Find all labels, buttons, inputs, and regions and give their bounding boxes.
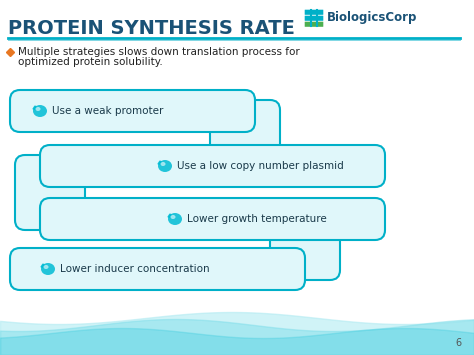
FancyBboxPatch shape <box>210 100 280 177</box>
Ellipse shape <box>158 160 172 172</box>
Text: 6: 6 <box>456 338 462 348</box>
FancyBboxPatch shape <box>305 22 323 27</box>
Ellipse shape <box>33 105 47 117</box>
Text: BiologicsCorp: BiologicsCorp <box>327 11 418 24</box>
Text: Lower inducer concentration: Lower inducer concentration <box>60 264 210 274</box>
Ellipse shape <box>44 265 48 269</box>
FancyBboxPatch shape <box>15 155 85 230</box>
Polygon shape <box>41 264 47 268</box>
Ellipse shape <box>168 213 182 225</box>
Ellipse shape <box>36 107 40 111</box>
FancyBboxPatch shape <box>40 198 385 240</box>
Polygon shape <box>168 214 174 218</box>
Text: PROTEIN SYNTHESIS RATE: PROTEIN SYNTHESIS RATE <box>8 18 295 38</box>
Text: Use a weak promoter: Use a weak promoter <box>52 106 164 116</box>
Polygon shape <box>33 106 39 110</box>
FancyBboxPatch shape <box>270 208 340 280</box>
Text: Use a low copy number plasmid: Use a low copy number plasmid <box>177 161 344 171</box>
Text: Multiple strategies slows down translation process for: Multiple strategies slows down translati… <box>18 47 300 57</box>
FancyBboxPatch shape <box>305 10 323 15</box>
FancyBboxPatch shape <box>305 16 323 21</box>
Text: optimized protein solubility.: optimized protein solubility. <box>18 57 163 67</box>
Polygon shape <box>158 161 164 165</box>
Text: Lower growth temperature: Lower growth temperature <box>187 214 327 224</box>
FancyBboxPatch shape <box>10 90 255 132</box>
Ellipse shape <box>41 263 55 275</box>
FancyBboxPatch shape <box>40 145 385 187</box>
Ellipse shape <box>161 162 165 166</box>
Ellipse shape <box>171 215 175 219</box>
FancyBboxPatch shape <box>10 248 305 290</box>
